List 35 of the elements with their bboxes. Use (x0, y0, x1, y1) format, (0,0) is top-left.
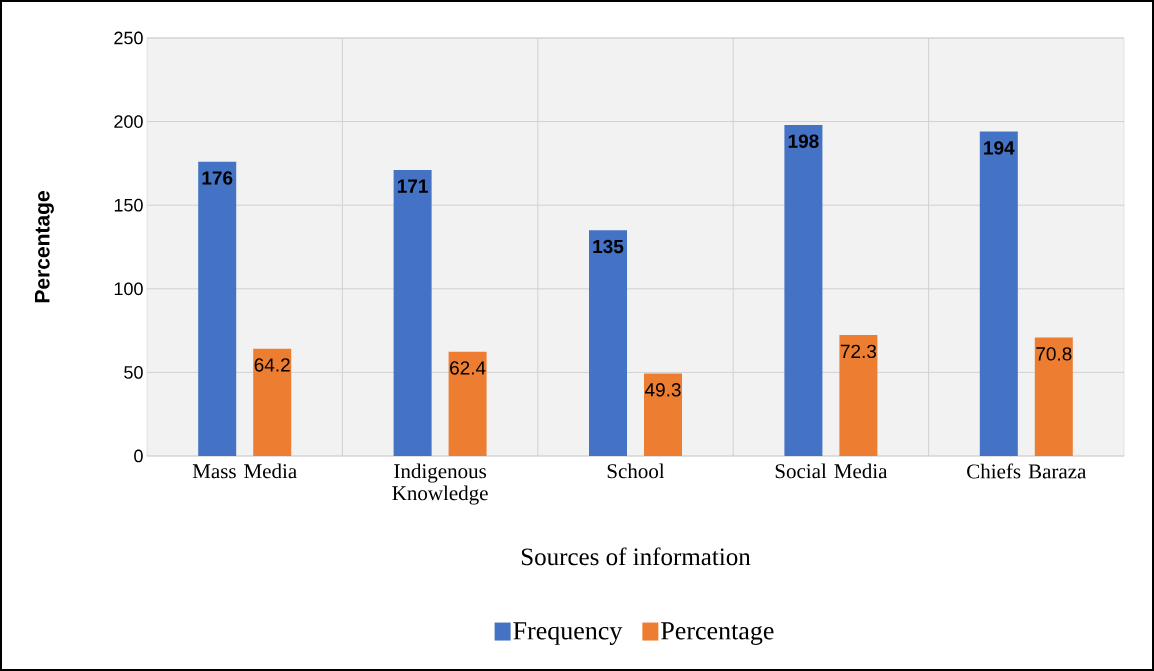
bar (589, 230, 627, 456)
data-label: 194 (984, 141, 1015, 155)
y-tick-label: 250 (114, 31, 143, 45)
bar (784, 124, 823, 456)
x-tick-label: Mass Media (192, 463, 297, 479)
data-label: 198 (788, 134, 819, 148)
y-tick-label: 150 (114, 198, 143, 212)
data-label: 62.4 (450, 361, 486, 375)
data-label: 176 (202, 171, 233, 185)
data-label: 171 (397, 179, 428, 193)
data-label: 135 (593, 239, 624, 254)
y-tick-label: 100 (114, 282, 143, 296)
y-axis-title: Percentage (34, 191, 54, 303)
bar (839, 335, 878, 456)
x-tick-label: School (607, 463, 665, 479)
bar (979, 131, 1018, 456)
data-label: 70.8 (1036, 347, 1072, 361)
x-axis-title: Sources of information (521, 547, 751, 566)
x-tick-label: Indigenous Knowledge (392, 463, 488, 505)
bar (198, 161, 237, 456)
bar (644, 373, 682, 456)
data-label: 64.2 (254, 358, 290, 372)
bar (448, 351, 487, 456)
bar (393, 170, 432, 456)
legend-label: Frequency (513, 622, 623, 645)
x-tick-label: Chiefs Baraza (967, 463, 1087, 479)
bar (1034, 337, 1073, 456)
y-tick-label: 200 (114, 115, 143, 128)
y-tick-label: 50 (124, 366, 143, 379)
data-label: 72.3 (840, 344, 877, 359)
x-tick-label: Social Media (775, 463, 888, 479)
data-label: 49.3 (644, 383, 681, 397)
y-tick-label: 0 (134, 449, 143, 463)
legend-label: Percentage (661, 622, 774, 645)
bar (253, 348, 292, 456)
